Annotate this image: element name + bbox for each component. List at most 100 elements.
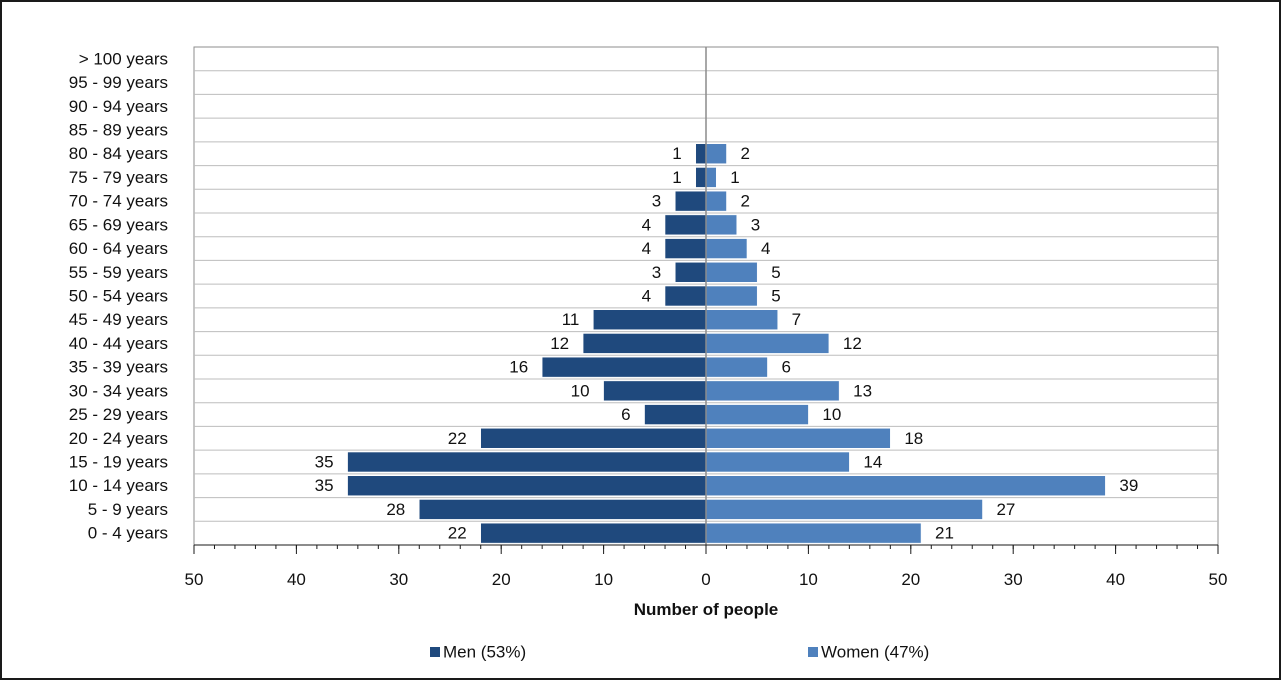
labels: 2228353522610161211434431121273914181013… [69, 49, 1228, 589]
category-label: 95 - 99 years [69, 73, 168, 92]
men-bar [675, 262, 707, 283]
women-value-label: 10 [822, 405, 841, 424]
men-bar [419, 499, 707, 520]
x-tick-label: 0 [701, 570, 710, 589]
women-value-label: 13 [853, 381, 872, 400]
category-label: 65 - 69 years [69, 215, 168, 234]
women-bar [705, 380, 840, 402]
category-label: 80 - 84 years [69, 144, 168, 163]
men-value-label: 35 [315, 453, 334, 472]
men-value-label: 10 [571, 381, 590, 400]
women-value-label: 5 [771, 287, 780, 306]
legend-swatch-women [808, 647, 818, 657]
men-value-label: 6 [621, 405, 630, 424]
men-value-label: 22 [448, 429, 467, 448]
women-bar [705, 190, 727, 212]
legend: Men (53%) Women (47%) [430, 643, 929, 662]
women-bar [705, 451, 850, 473]
women-bar [705, 214, 737, 236]
men-bar [593, 309, 707, 330]
men-bar [695, 143, 707, 164]
x-axis-title: Number of people [634, 600, 779, 619]
x-tick-label: 20 [492, 570, 511, 589]
category-label: 75 - 79 years [69, 168, 168, 187]
category-label: 45 - 49 years [69, 310, 168, 329]
category-label: 0 - 4 years [88, 524, 168, 543]
women-bar [705, 238, 748, 259]
women-value-label: 4 [761, 239, 770, 258]
women-bar [705, 262, 758, 283]
women-bar [705, 309, 778, 330]
men-bar [664, 285, 707, 307]
men-bar [603, 380, 707, 402]
women-value-label: 14 [863, 453, 882, 472]
men-value-label: 4 [642, 239, 651, 258]
women-bar [705, 499, 983, 520]
legend-label-men: Men (53%) [443, 643, 526, 662]
category-label: 55 - 59 years [69, 263, 168, 282]
men-bar [644, 404, 707, 425]
men-bar [695, 167, 707, 188]
women-value-label: 1 [730, 168, 739, 187]
category-label: 90 - 94 years [69, 97, 168, 116]
men-bar [347, 475, 707, 496]
legend-label-women: Women (47%) [821, 643, 929, 662]
x-tick-label: 40 [1106, 570, 1125, 589]
category-label: 25 - 29 years [69, 405, 168, 424]
x-tick-label: 30 [389, 570, 408, 589]
category-label: 5 - 9 years [88, 500, 168, 519]
category-label: 35 - 39 years [69, 358, 168, 377]
category-label: 70 - 74 years [69, 192, 168, 211]
men-value-label: 1 [672, 168, 681, 187]
men-value-label: 28 [386, 500, 405, 519]
x-tick-label: 10 [594, 570, 613, 589]
category-label: > 100 years [79, 49, 168, 68]
men-bar [675, 190, 707, 212]
women-bar [705, 143, 727, 164]
category-label: 20 - 24 years [69, 429, 168, 448]
category-label: 50 - 54 years [69, 287, 168, 306]
women-value-label: 27 [996, 500, 1015, 519]
x-tick-label: 40 [287, 570, 306, 589]
men-bar [541, 356, 707, 378]
x-tick-label: 30 [1004, 570, 1023, 589]
men-value-label: 3 [652, 263, 661, 282]
women-value-label: 18 [904, 429, 923, 448]
women-value-label: 6 [781, 358, 790, 377]
axes [193, 47, 1219, 554]
women-value-label: 21 [935, 524, 954, 543]
x-tick-label: 50 [185, 570, 204, 589]
women-bar [705, 167, 717, 188]
men-value-label: 16 [509, 358, 528, 377]
category-label: 30 - 34 years [69, 381, 168, 400]
women-bar [705, 475, 1106, 496]
men-value-label: 22 [448, 524, 467, 543]
men-value-label: 4 [642, 287, 651, 306]
x-tick-label: 20 [901, 570, 920, 589]
men-bar [582, 333, 707, 354]
women-value-label: 2 [740, 144, 749, 163]
legend-swatch-men [430, 647, 440, 657]
men-value-label: 11 [562, 310, 580, 329]
category-label: 15 - 19 years [69, 453, 168, 472]
women-bar [705, 285, 758, 307]
men-value-label: 12 [550, 334, 569, 353]
women-value-label: 3 [751, 215, 760, 234]
women-bar [705, 428, 891, 449]
men-bar [664, 214, 707, 236]
category-label: 60 - 64 years [69, 239, 168, 258]
category-label: 10 - 14 years [69, 476, 168, 495]
men-value-label: 1 [672, 144, 681, 163]
category-label: 85 - 89 years [69, 121, 168, 140]
x-tick-label: 50 [1209, 570, 1228, 589]
women-value-label: 5 [771, 263, 780, 282]
women-bar [705, 356, 768, 378]
women-bar [705, 522, 922, 544]
bars [347, 143, 1106, 544]
men-value-label: 4 [642, 215, 651, 234]
women-value-label: 2 [740, 192, 749, 211]
men-value-label: 35 [315, 476, 334, 495]
men-value-label: 3 [652, 192, 661, 211]
